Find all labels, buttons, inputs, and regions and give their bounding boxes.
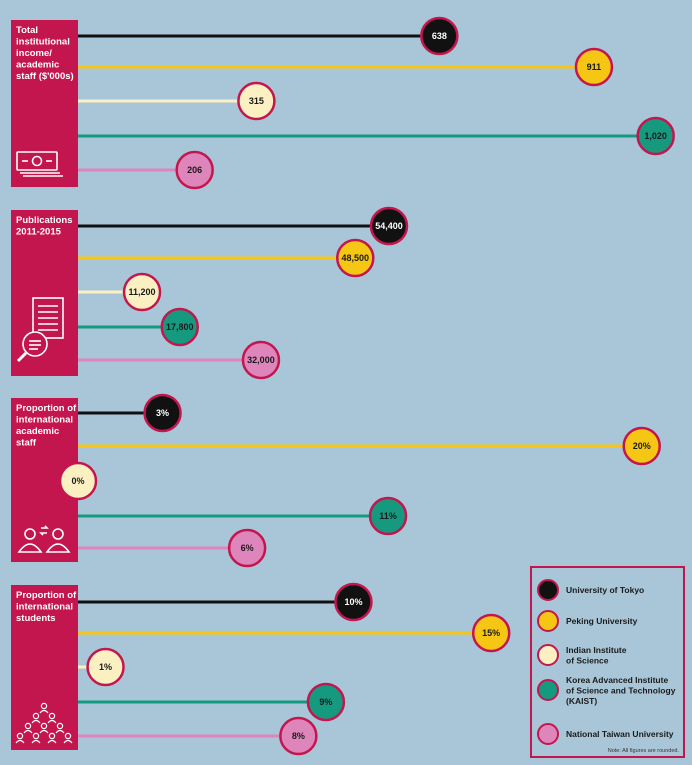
value-bubble [574,47,614,87]
legend-entry-line: Indian Institute [566,645,627,655]
legend-marker [537,579,559,601]
panel-title-line: international [16,602,73,613]
legend-entry-line: of Science [566,656,609,666]
panel-1: Total institutional income/academic staff (… [11,16,675,190]
data-label: 8% [292,731,305,741]
data-label: 15% [482,628,500,638]
data-label: 10% [344,597,362,607]
data-label: 1,020 [644,131,667,141]
data-label: 11,200 [129,287,156,297]
legend-entry: University of Tokyo [566,585,644,595]
panel-3: Proportion of international academic staff 3… [11,393,661,568]
value-bubble [369,206,409,246]
panel-title-line: students [16,613,56,624]
data-label: 54,400 [375,221,403,231]
people-exchange-icon [17,525,71,553]
panel-4: Proportion of international students 10% 15%… [11,582,511,756]
panel-background [11,20,78,187]
panel-title-line: Proportion of [16,403,77,414]
value-bubble [334,582,373,622]
value-bubble [143,393,182,433]
value-bubble [122,272,162,312]
panel-title-line: Total [16,25,38,36]
legend-entry: Peking University [566,616,638,626]
panel-title-line: institutional [16,37,70,48]
data-label: 315 [249,96,264,106]
legend-entry: Korea Advanced Institute of Science and T… [566,675,676,706]
legend-box [530,566,685,758]
legend-entry: National Taiwan University [566,729,674,739]
legend-note: Note: All figures are rounded. [608,748,680,754]
value-bubble [241,340,281,380]
value-bubble [160,307,200,347]
value-bubble [336,238,375,278]
panel-title-line: staff [16,438,37,449]
panel-title-line: academic [16,426,59,437]
data-label: 20% [633,441,651,451]
panel-title: Proportion of international students [16,590,77,624]
legend-entry: Indian Institute of Science [566,645,627,666]
data-label: 11% [379,511,397,521]
legend-entry-line: National Taiwan University [566,729,674,739]
data-label: 9% [319,697,332,707]
document-magnifier-icon [16,297,64,363]
value-bubble [420,16,459,56]
value-bubble [279,716,318,756]
data-label: 32,000 [247,355,275,365]
data-label: 206 [187,165,202,175]
value-bubble [58,461,98,501]
panel-title: Publications 2011-2015 [16,215,72,238]
data-label: 638 [432,31,447,41]
legend-marker [537,723,559,745]
legend-entry-line: Peking University [566,616,638,626]
legend-marker [537,610,559,632]
panel-title-line: income/ [16,48,52,59]
value-bubble [227,528,267,568]
data-label: 911 [587,62,602,72]
panel-background [11,585,78,750]
money-icon [16,151,63,177]
panel-title: Total institutional income/academic staff (… [16,25,74,82]
value-bubble [237,81,276,121]
value-bubble [636,116,675,156]
panel-title-line: Publications [16,215,72,226]
legend: University of Tokyo Peking University Indi… [530,566,685,758]
panel-title-line: 2011-2015 [16,227,62,238]
panel-title-line: academic [16,60,59,71]
panel-title-line: Proportion of [16,590,77,601]
audience-icon [15,702,73,744]
value-bubble [622,426,661,466]
panel-title: Proportion of international academic staff [16,403,77,449]
data-label: 3% [156,408,169,418]
legend-marker [537,644,559,666]
legend-entry-line: (KAIST) [566,696,597,706]
legend-entry-line: University of Tokyo [566,585,644,595]
legend-marker [537,679,559,701]
data-label: 1% [99,662,112,672]
value-bubble [86,647,125,687]
legend-entry-line: Korea Advanced Institute [566,675,668,685]
value-bubble [175,150,214,190]
data-label: 0% [71,476,84,486]
data-label: 6% [241,543,254,553]
legend-entry-line: of Science and Technology [566,686,676,696]
panel-title-line: staff ($'000s) [16,71,74,82]
panel-title-line: international [16,415,73,426]
panel-2: Publications 2011-2015 54,400 48,500 11,200 1… [11,206,409,380]
value-bubble [471,613,511,653]
data-label: 48,500 [342,253,370,263]
data-label: 17,800 [166,322,194,332]
value-bubble [306,682,346,722]
value-bubble [368,496,408,536]
